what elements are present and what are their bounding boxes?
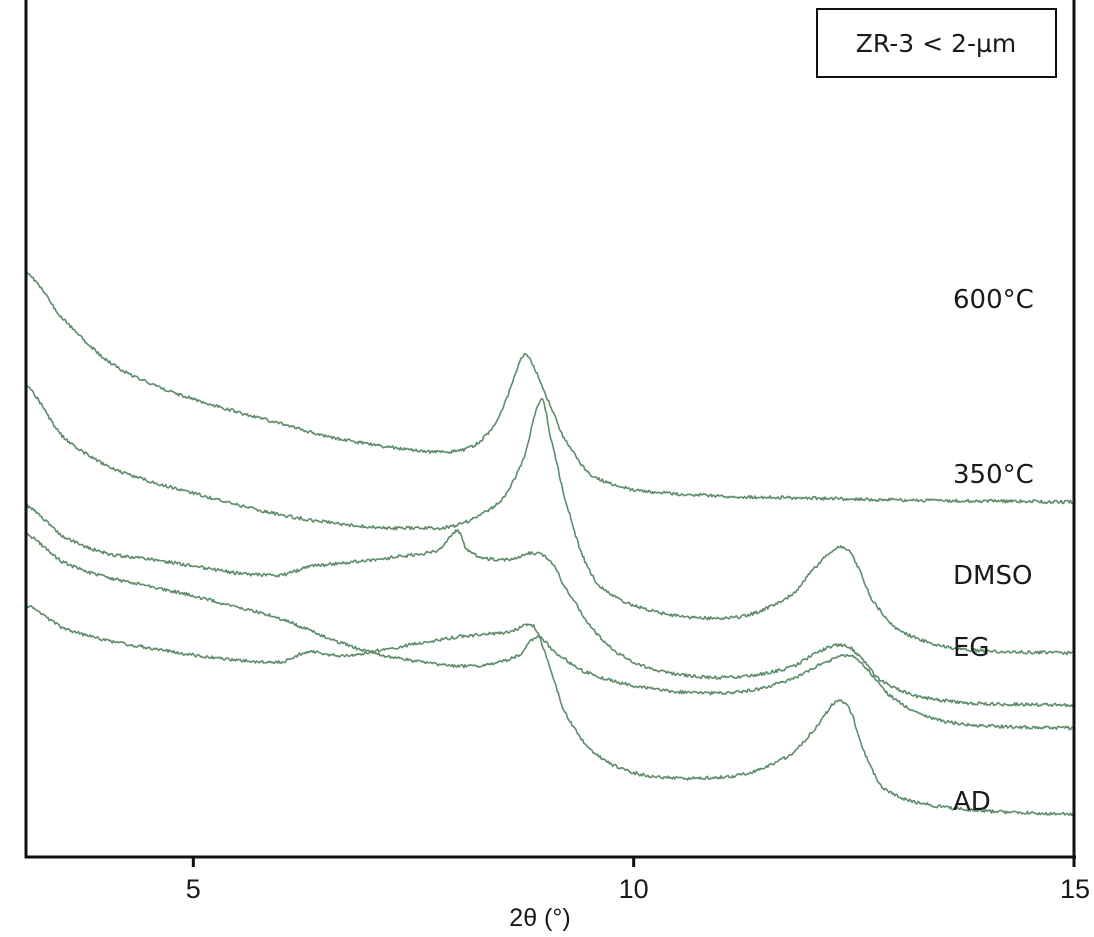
series-line-350-c <box>25 383 1075 656</box>
series-label-ad: AD <box>953 787 991 817</box>
series-label-eg: EG <box>953 633 990 663</box>
x-tick-label: 10 <box>619 874 649 904</box>
series-labels-group: 600°C 350°C DMSO EG AD <box>953 285 1034 817</box>
legend-box: ZR-3 < 2-µm <box>816 8 1057 78</box>
series-line-600-c <box>25 272 1075 505</box>
x-tick-label: 5 <box>186 874 201 904</box>
series-line-eg <box>25 532 1075 731</box>
x-ticks-group: 5 10 15 <box>186 857 1090 904</box>
x-tick-label: 15 <box>1060 874 1090 904</box>
series-label-dmso: DMSO <box>953 561 1032 591</box>
series-line-ad <box>25 604 1075 817</box>
series-label-350-c: 350°C <box>953 460 1034 490</box>
legend-text: ZR-3 < 2-µm <box>856 29 1016 58</box>
series-line-dmso <box>25 503 1075 708</box>
traces-group <box>25 272 1075 817</box>
legend-frame <box>816 8 1057 78</box>
series-label-600-c: 600°C <box>953 285 1034 315</box>
x-axis-title: 2θ (°) <box>509 904 570 932</box>
